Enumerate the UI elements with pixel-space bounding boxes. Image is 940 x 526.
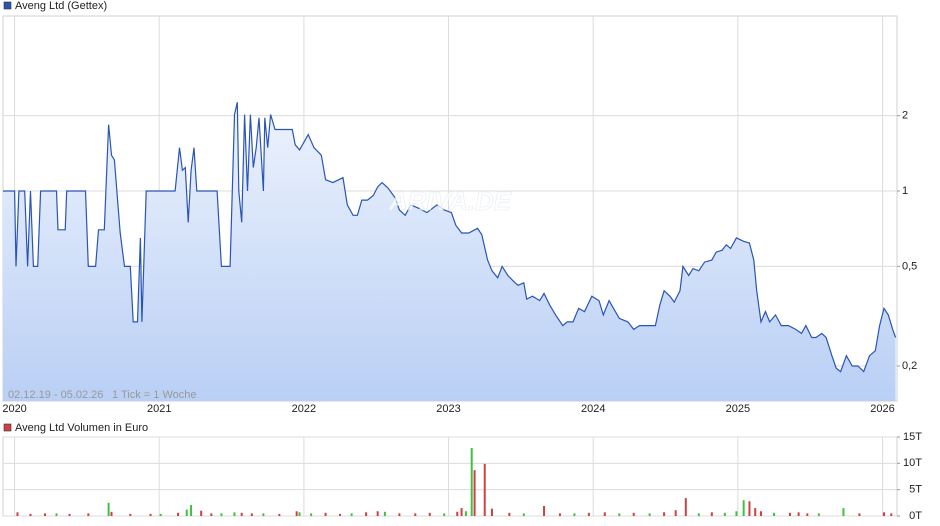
volume-bar [456, 511, 459, 516]
volume-bar [464, 511, 467, 516]
volume-bar [882, 512, 885, 516]
plot-area [2, 436, 898, 517]
volume-bar [376, 511, 379, 516]
volume-bar [190, 504, 193, 516]
volume-bar [587, 512, 590, 516]
volume-bar [748, 501, 751, 516]
x-tick-label: 2024 [581, 403, 605, 415]
volume-bar [210, 513, 213, 516]
volume-bar [295, 511, 298, 516]
volume-bar [806, 513, 809, 516]
y-tick-label: 0,5 [902, 260, 917, 272]
x-tick-label: 2021 [147, 403, 171, 415]
volume-bar [573, 513, 576, 516]
volume-bar [723, 512, 726, 516]
x-tick-label: 2026 [870, 403, 894, 415]
volume-bar [29, 513, 32, 516]
volume-bar [428, 512, 431, 516]
volume-bar [233, 512, 236, 516]
volume-bar [483, 463, 486, 516]
volume-bar [298, 512, 301, 516]
volume-bar [200, 510, 203, 516]
volume-bar [684, 498, 687, 516]
volume-bar [240, 512, 243, 516]
volume-bar [754, 508, 757, 516]
volume-bar [398, 513, 401, 516]
volume-bar [490, 508, 493, 516]
volume-bar [159, 513, 162, 516]
volume-bar [760, 511, 763, 516]
volume-bar [797, 512, 800, 516]
volume-bar [107, 502, 110, 516]
y-tick-label: 5T [909, 484, 922, 496]
volume-bar [278, 513, 281, 516]
legend-label: Aveng Ltd Volumen in Euro [15, 422, 148, 434]
volume-bar [414, 513, 417, 516]
x-tick-label: 2020 [2, 403, 26, 415]
volume-bar [735, 511, 738, 516]
y-tick-label: 1 [902, 185, 908, 197]
volume-bar [697, 513, 700, 516]
volume-bar [177, 512, 180, 516]
price-area [3, 102, 896, 402]
volume-bar [603, 512, 606, 516]
annotation: 02.12.19 - 05.02.26 [8, 389, 103, 401]
volume-bar [648, 513, 651, 516]
volume-bar [16, 512, 19, 516]
volume-bar [339, 513, 342, 516]
volume-bar [543, 505, 546, 516]
x-tick-label: 2025 [726, 403, 750, 415]
volume-bar [773, 512, 776, 516]
volume-bar [43, 513, 46, 516]
volume-bar [220, 513, 223, 516]
y-tick-label: 0T [909, 510, 922, 522]
volume-bar [55, 513, 58, 516]
volume-bar [817, 513, 820, 516]
volume-bar [350, 513, 353, 516]
volume-bar [129, 513, 132, 516]
volume-bar [788, 512, 791, 516]
y-tick-label: 2 [902, 110, 908, 122]
volume-bar [508, 512, 511, 516]
volume-bar [460, 508, 463, 516]
volume-bar [149, 513, 152, 516]
volume-bar [250, 513, 253, 516]
price-line [3, 102, 897, 373]
volume-bar [858, 513, 861, 516]
legend-swatch [3, 1, 12, 10]
volume-bar [558, 513, 561, 516]
y-tick-label: 0,2 [902, 360, 917, 372]
volume-bar [674, 510, 677, 516]
volume-bar [110, 511, 113, 516]
legend-label: Aveng Ltd (Gettex) [15, 0, 107, 12]
volume-bar [262, 513, 265, 516]
volume-bar [618, 513, 621, 516]
volume-bar [310, 513, 313, 516]
volume-bar [470, 448, 473, 516]
legend-swatch [3, 423, 12, 432]
volume-bar [383, 511, 386, 516]
y-tick-label: 15T [903, 431, 922, 443]
volume-bar [68, 513, 71, 516]
volume-bar [87, 513, 90, 516]
volume-bar [710, 512, 713, 516]
volume-bar [365, 512, 368, 516]
annotation: 1 Tick = 1 Woche [112, 389, 196, 401]
x-tick-label: 2022 [292, 403, 316, 415]
volume-bar [324, 512, 327, 516]
volume-bar [742, 500, 745, 516]
watermark: ARIVA.DE [388, 186, 512, 216]
volume-bar [632, 512, 635, 516]
volume-bar [842, 508, 845, 516]
x-tick-label: 2023 [436, 403, 460, 415]
volume-bar [663, 512, 666, 516]
y-tick-label: 10T [903, 457, 922, 469]
volume-bar [473, 470, 476, 516]
volume-bar [443, 513, 446, 516]
volume-bar [522, 513, 525, 516]
volume-bar [890, 513, 893, 516]
volume-bar [185, 509, 188, 516]
